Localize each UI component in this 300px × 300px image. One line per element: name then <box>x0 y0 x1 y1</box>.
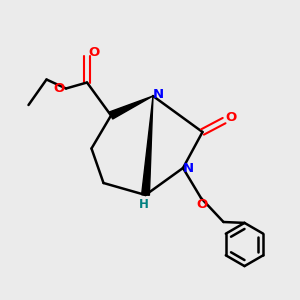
Polygon shape <box>142 96 153 195</box>
Text: O: O <box>196 198 207 211</box>
Text: O: O <box>225 111 236 124</box>
Text: N: N <box>153 88 164 101</box>
Text: H: H <box>139 198 149 211</box>
Text: O: O <box>88 46 99 59</box>
Text: O: O <box>54 82 65 95</box>
Text: N: N <box>183 161 194 175</box>
Polygon shape <box>110 96 153 119</box>
